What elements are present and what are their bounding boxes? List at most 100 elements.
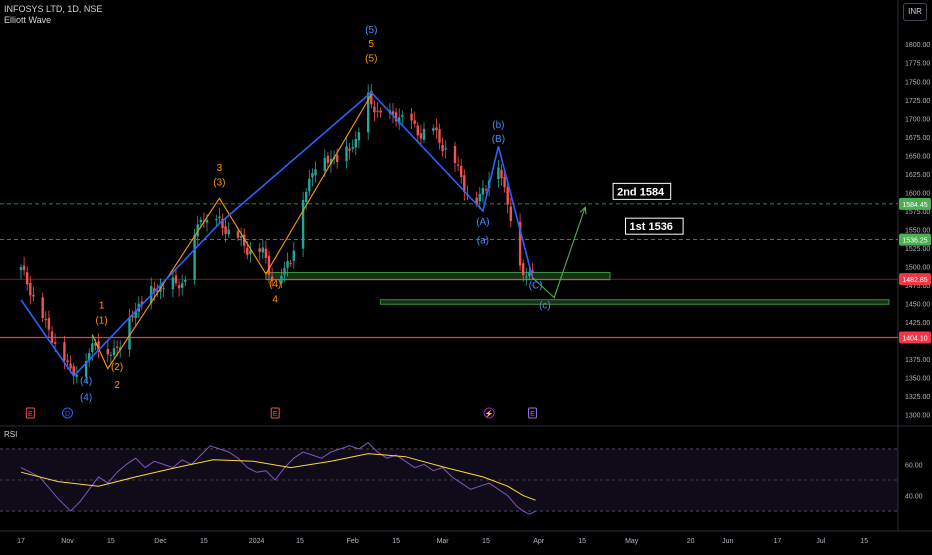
candle-body [413,120,416,124]
price-tick-label: 1450.00 [905,301,930,308]
candle-body [32,294,35,297]
candle-body [264,248,268,259]
candle-body [75,374,78,377]
candle-body [205,220,209,223]
wave-label: 5 [369,39,375,50]
candle-body [481,188,485,195]
candle-body [44,319,47,321]
candle-body [444,148,447,150]
price-tick-label: 1650.00 [905,153,930,160]
projection-arrowhead [579,205,587,215]
support-zone [380,299,890,305]
time-tick-label: May [625,538,639,545]
price-tick-label: 1625.00 [905,172,930,179]
candle-body [522,263,525,276]
candle-body [435,127,438,131]
candle-body [506,186,509,205]
rsi-tick-label: 60.00 [905,462,923,469]
wave-label: (5) [365,25,377,36]
wave-label: (b) [492,120,504,131]
wave-label: (a) [477,235,489,246]
candle-body [478,193,481,202]
candle-body [218,216,221,219]
price-tick-label: 1500.00 [905,264,930,271]
candle-body [22,265,26,271]
candle-body [97,341,100,352]
candle-body [373,106,376,113]
price-tick-label: 1575.00 [905,209,930,216]
indicator-name: Elliott Wave [4,15,52,25]
target-box [612,182,672,200]
candle-body [509,206,512,222]
rsi-ma-line [20,453,536,501]
candle-body [500,169,503,179]
candle-body [119,347,122,350]
time-tick-label: Dec [154,538,167,545]
candle-body [345,146,348,162]
price-tick-label: 1525.00 [905,246,930,253]
candle-body [171,277,175,290]
price-tick-label: 1600.00 [905,190,930,197]
time-tick-label: 2024 [249,538,265,545]
time-tick-label: 15 [860,538,868,545]
wave-label: 3 [217,163,223,174]
candle-body [463,175,466,193]
candle-body [314,169,317,176]
event-marker-glyph: ⚡ [485,409,494,418]
candle-body [438,129,441,143]
price-tick-label: 1750.00 [905,79,930,86]
candle-body [460,165,463,178]
time-tick-label: Feb [347,538,359,545]
candle-body [72,366,75,376]
wave-label: (3) [213,178,225,189]
candle-body [115,346,119,348]
price-axis-badge-label: 1536.25 [902,238,927,245]
event-marker-glyph: E [28,411,33,418]
candle-body [475,197,478,204]
currency-button[interactable]: INR [903,3,927,21]
blue-wave-line [20,91,534,378]
price-tick-label: 1725.00 [905,98,930,105]
candle-body [196,224,199,237]
candle-body [416,125,419,136]
candle-body [19,267,23,271]
candle-body [177,285,181,289]
price-tick-label: 1800.00 [905,42,930,49]
candle-body [94,343,97,346]
candle-body [109,354,113,356]
candle-body [419,133,423,139]
candle-body [184,279,187,282]
candle-body [261,247,264,253]
candle-body [354,139,357,148]
candle-body [326,155,330,163]
wave-label: (c) [539,301,551,312]
price-tick-label: 1775.00 [905,61,930,68]
candle-body [221,218,224,229]
candle-body [267,255,271,275]
earnings-marker [270,407,280,419]
candle-body [379,110,382,113]
price-tick-label: 1350.00 [905,376,930,383]
time-tick-label: 15 [200,538,208,545]
candle-body [88,353,91,361]
candle-body [336,155,339,163]
candle-body [484,189,488,191]
candle-body [131,315,134,318]
candle-body [376,110,379,112]
candle-body [246,247,249,256]
wave-label: (4) [269,279,281,290]
candle-body [239,236,243,238]
price-tick-label: 1550.00 [905,227,930,234]
price-tick-label: 1375.00 [905,357,930,364]
candle-body [367,92,370,133]
candle-body [224,226,227,234]
candle-body [53,342,57,344]
rsi-pane-label: RSI [4,430,18,439]
candle-body [432,128,435,131]
candle-body [394,112,398,122]
wave-label: (5) [365,53,377,64]
rsi-tick-label: 40.00 [905,494,923,501]
split-marker [483,407,495,419]
